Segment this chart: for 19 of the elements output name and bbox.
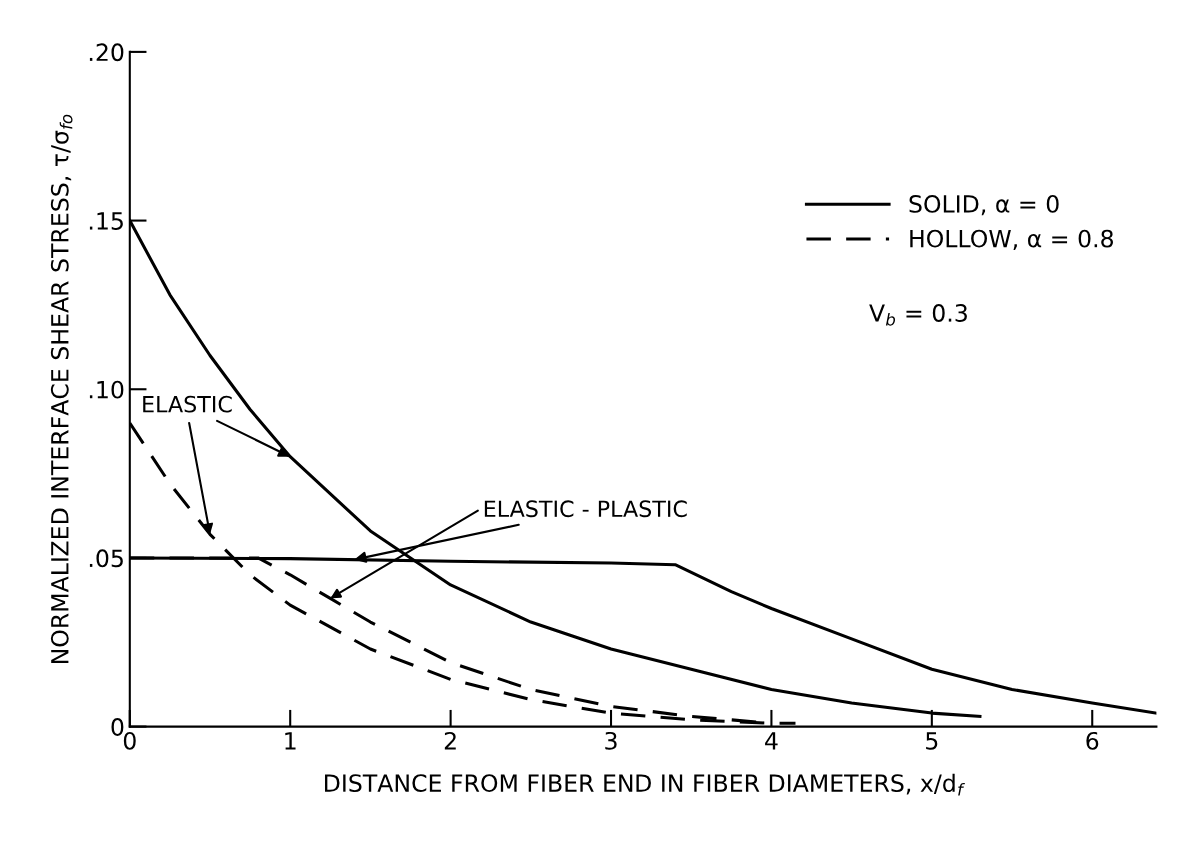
y-axis-title: NORMALIZED INTERFACE SHEAR STRESS, τ/σ$_{fo}$ <box>50 114 73 664</box>
y-tick-label: .20 <box>89 43 124 62</box>
x-axis-title: DISTANCE FROM FIBER END IN FIBER DIAMETERS, x/d$_{f}$ <box>325 773 965 796</box>
y-tick-label: .05 <box>89 549 123 568</box>
legend-label: SOLID, α = 0 <box>909 195 1059 216</box>
annotation: ELASTIC - PLASTIC <box>484 500 687 518</box>
y-tick-label: .10 <box>89 380 124 399</box>
x-tick-label: 5 <box>926 732 938 750</box>
annotation: V$_{b}$ = 0.3 <box>869 304 967 326</box>
x-tick-label: 1 <box>285 732 296 750</box>
x-tick-label: 4 <box>765 732 778 750</box>
annotation: ELASTIC <box>143 395 232 413</box>
y-tick-label: .15 <box>89 212 123 230</box>
x-tick-label: 0 <box>123 731 136 750</box>
legend-label: HOLLOW, α = 0.8 <box>910 229 1113 250</box>
x-tick-label: 3 <box>605 731 617 750</box>
y-tick-label: 0 <box>111 718 124 736</box>
x-tick-label: 6 <box>1086 731 1099 750</box>
x-tick-label: 2 <box>444 731 456 750</box>
